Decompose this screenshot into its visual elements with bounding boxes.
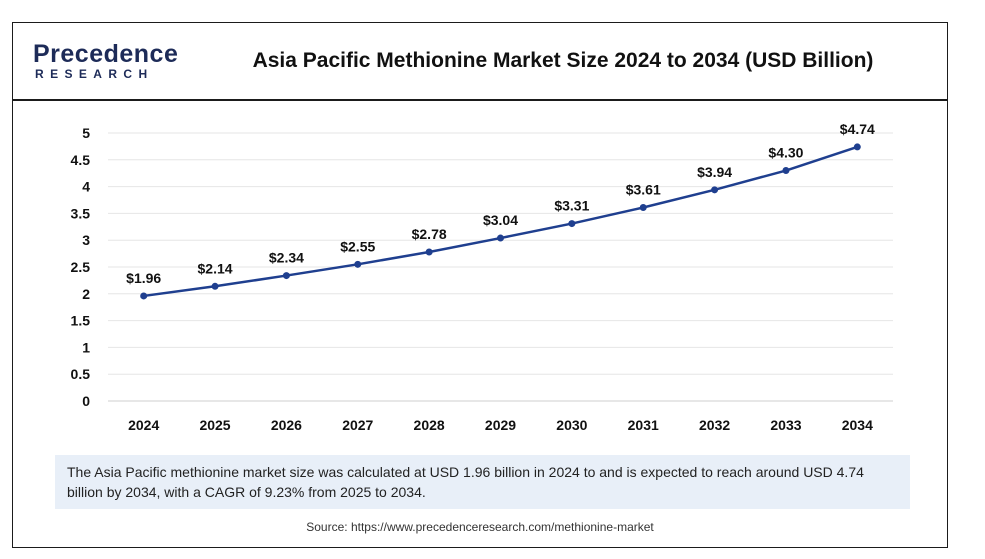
chart-frame: Precedence RESEARCH Asia Pacific Methion… xyxy=(12,22,948,548)
data-point xyxy=(853,143,861,151)
y-tick-label: 2.5 xyxy=(71,259,91,275)
y-tick-label: 0.5 xyxy=(71,366,91,382)
data-point xyxy=(711,186,719,194)
data-point xyxy=(211,282,219,290)
x-tick-label: 2031 xyxy=(628,417,659,433)
line-chart: 0 0.5 1 1.5 2 2.5 3 3.5 4 4.5 5 2024 2025 2026 2027 202… xyxy=(71,121,893,433)
data-point xyxy=(354,260,362,268)
data-point xyxy=(497,234,504,242)
data-point xyxy=(568,220,576,228)
data-point xyxy=(425,248,433,256)
data-label: $1.96 xyxy=(126,270,161,286)
data-label: $3.61 xyxy=(626,182,661,198)
y-tick-label: 4.5 xyxy=(71,152,91,168)
logo-wordmark: Precedence xyxy=(33,40,179,68)
data-label: $4.30 xyxy=(768,145,803,161)
data-label: $3.04 xyxy=(483,212,518,228)
source-citation: Source: https://www.precedenceresearch.c… xyxy=(306,520,654,534)
x-tick-label: 2033 xyxy=(770,417,801,433)
precedence-research-logo: Precedence RESEARCH xyxy=(33,41,178,85)
chart-header: Precedence RESEARCH Asia Pacific Methion… xyxy=(13,23,947,101)
data-point xyxy=(782,167,790,175)
x-tick-label: 2030 xyxy=(556,417,587,433)
data-label: $2.34 xyxy=(269,250,304,266)
logo-subtitle: RESEARCH xyxy=(35,67,154,81)
y-tick-label: 4 xyxy=(82,179,90,195)
data-label: $2.78 xyxy=(412,226,447,242)
x-tick-label: 2024 xyxy=(128,417,159,433)
data-point xyxy=(639,204,647,212)
x-tick-label: 2026 xyxy=(271,417,302,433)
y-tick-label: 1.5 xyxy=(71,313,91,329)
chart-title: Asia Pacific Methionine Market Size 2024… xyxy=(252,49,874,72)
chart-description: The Asia Pacific methionine market size … xyxy=(55,455,910,509)
x-tick-label: 2029 xyxy=(485,417,516,433)
y-tick-label: 3 xyxy=(82,232,90,248)
data-label: $2.55 xyxy=(340,238,375,254)
y-tick-label: 1 xyxy=(82,339,90,355)
x-tick-label: 2032 xyxy=(699,417,730,433)
x-tick-label: 2025 xyxy=(199,417,230,433)
x-tick-label: 2027 xyxy=(342,417,373,433)
x-tick-label: 2034 xyxy=(842,417,873,433)
x-tick-label: 2028 xyxy=(414,417,445,433)
data-label: $2.14 xyxy=(198,260,233,276)
data-label: $3.31 xyxy=(554,198,589,214)
data-point xyxy=(282,272,290,280)
y-tick-label: 3.5 xyxy=(71,205,91,221)
y-tick-label: 0 xyxy=(82,393,90,409)
data-label: $4.74 xyxy=(840,121,875,137)
y-tick-label: 2 xyxy=(82,286,90,302)
y-tick-label: 5 xyxy=(82,125,90,141)
data-point xyxy=(140,292,148,300)
data-label: $3.94 xyxy=(697,164,732,180)
